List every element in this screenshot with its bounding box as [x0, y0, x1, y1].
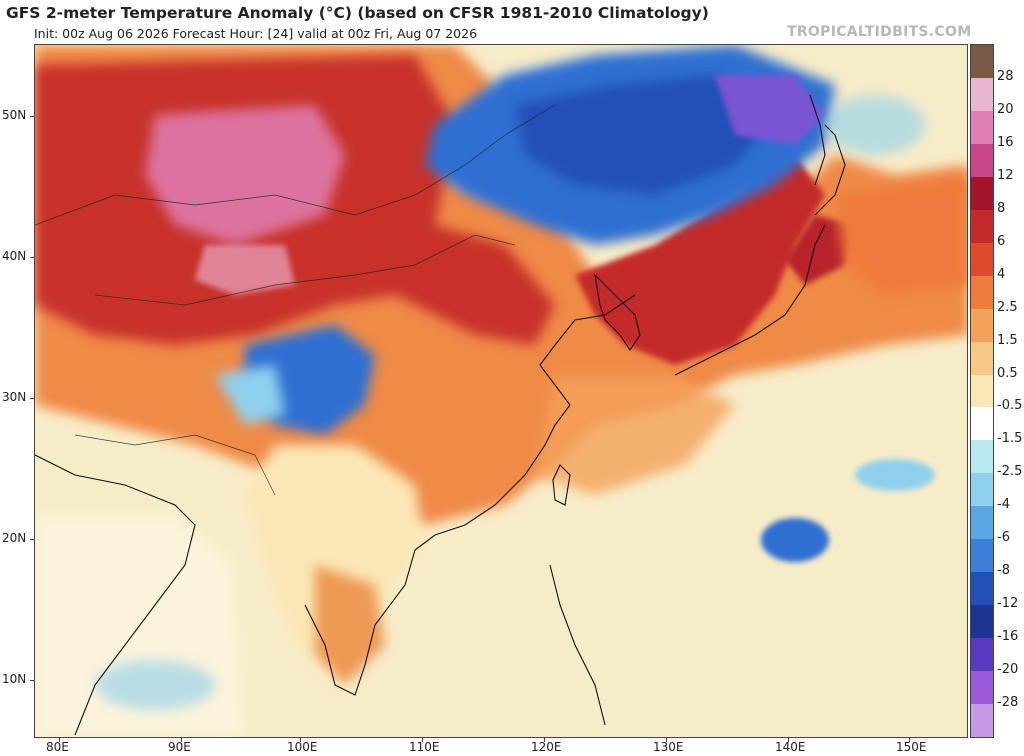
- coastline-philippines: [549, 564, 606, 726]
- colorbar-label: 28: [997, 68, 1014, 84]
- colorbar-segment: [971, 45, 993, 79]
- colorbar-segment: [971, 638, 993, 672]
- colorbar-label: 12: [997, 167, 1014, 183]
- lat-label-50n: 50N: [2, 108, 27, 122]
- colorbar-segment: [971, 671, 993, 705]
- lon-label-150e: 150E: [896, 740, 927, 754]
- lat-tick: [30, 680, 34, 681]
- colorbar: [970, 44, 994, 738]
- lon-label-100e: 100E: [287, 740, 318, 754]
- colorbar-segment: [971, 374, 993, 408]
- colorbar-label: 6: [997, 233, 1006, 249]
- colorbar-label: -12: [997, 596, 1019, 612]
- lon-label-140e: 140E: [775, 740, 806, 754]
- colorbar-segment: [971, 242, 993, 277]
- coastline-indochina: [304, 549, 416, 696]
- colorbar-segment: [971, 407, 993, 441]
- map-title: GFS 2-meter Temperature Anomaly (°C) (ba…: [6, 4, 709, 22]
- lat-label-20n: 20N: [2, 531, 27, 545]
- lat-tick: [30, 398, 34, 399]
- colorbar-label: 4: [997, 266, 1006, 282]
- lon-tick: [544, 738, 545, 742]
- colorbar-segment: [971, 77, 993, 112]
- lon-label-120e: 120E: [531, 740, 562, 754]
- lat-tick: [30, 257, 34, 258]
- coastline-china: [414, 294, 636, 551]
- colorbar-label: 16: [997, 134, 1014, 150]
- colorbar-label: -16: [997, 629, 1019, 645]
- lat-tick: [30, 116, 34, 117]
- colorbar-label: 20: [997, 101, 1014, 117]
- lon-tick: [181, 738, 182, 742]
- lat-label-40n: 40N: [2, 249, 27, 263]
- lat-label-30n: 30N: [2, 390, 27, 404]
- colorbar-segment: [971, 209, 993, 244]
- colorbar-segment: [971, 572, 993, 606]
- colorbar-segment: [971, 176, 993, 211]
- colorbar-label: -20: [997, 662, 1019, 678]
- colorbar-label: -1.5: [997, 431, 1023, 447]
- lon-tick: [666, 738, 667, 742]
- colorbar-label: 2.5: [997, 299, 1018, 315]
- border-russia-mongolia: [35, 104, 556, 226]
- colorbar-label: 1.5: [997, 332, 1018, 348]
- coastline-japan: [674, 224, 826, 376]
- colorbar-label: -8: [997, 563, 1010, 579]
- colorbar-segment: [971, 308, 993, 343]
- colorbar-segment: [971, 440, 993, 474]
- lon-tick: [422, 738, 423, 742]
- border-mongolia-china: [94, 234, 516, 306]
- coastline-korea: [594, 273, 641, 351]
- coastline-india: [35, 454, 196, 736]
- coastline-taiwan: [552, 464, 571, 506]
- lon-label-110e: 110E: [409, 740, 440, 754]
- colorbar-label: 8: [997, 200, 1006, 216]
- lat-tick: [30, 539, 34, 540]
- lon-tick: [788, 738, 789, 742]
- colorbar-segment: [971, 704, 993, 738]
- map-subtitle: Init: 00z Aug 06 2026 Forecast Hour: [24…: [34, 26, 478, 41]
- colorbar-segment: [971, 539, 993, 573]
- colorbar-segment: [971, 605, 993, 639]
- lon-label-90e: 90E: [168, 740, 191, 754]
- colorbar-label: -2.5: [997, 464, 1023, 480]
- colorbar-label: -28: [997, 695, 1019, 711]
- colorbar-segment: [971, 506, 993, 540]
- colorbar-segment: [971, 473, 993, 507]
- colorbar-segment: [971, 341, 993, 375]
- lat-label-10n: 10N: [2, 672, 27, 686]
- colorbar-segment: [971, 110, 993, 145]
- lon-tick: [909, 738, 910, 742]
- lon-label-130e: 130E: [653, 740, 684, 754]
- colorbar-segment: [971, 275, 993, 310]
- lon-tick: [59, 738, 60, 742]
- colorbar-segment: [971, 143, 993, 178]
- colorbar-label: -0.5: [997, 398, 1023, 414]
- anomaly-field: [35, 45, 967, 737]
- border-china-south: [74, 434, 276, 496]
- colorbar-label: -6: [997, 530, 1010, 546]
- anomaly-map: [34, 44, 968, 738]
- lon-label-80e: 80E: [46, 740, 69, 754]
- colorbar-label: 0.5: [997, 365, 1018, 381]
- colorbar-label: -4: [997, 497, 1010, 513]
- lon-tick: [300, 738, 301, 742]
- credit-watermark: TROPICALTIDBITS.COM: [787, 24, 972, 40]
